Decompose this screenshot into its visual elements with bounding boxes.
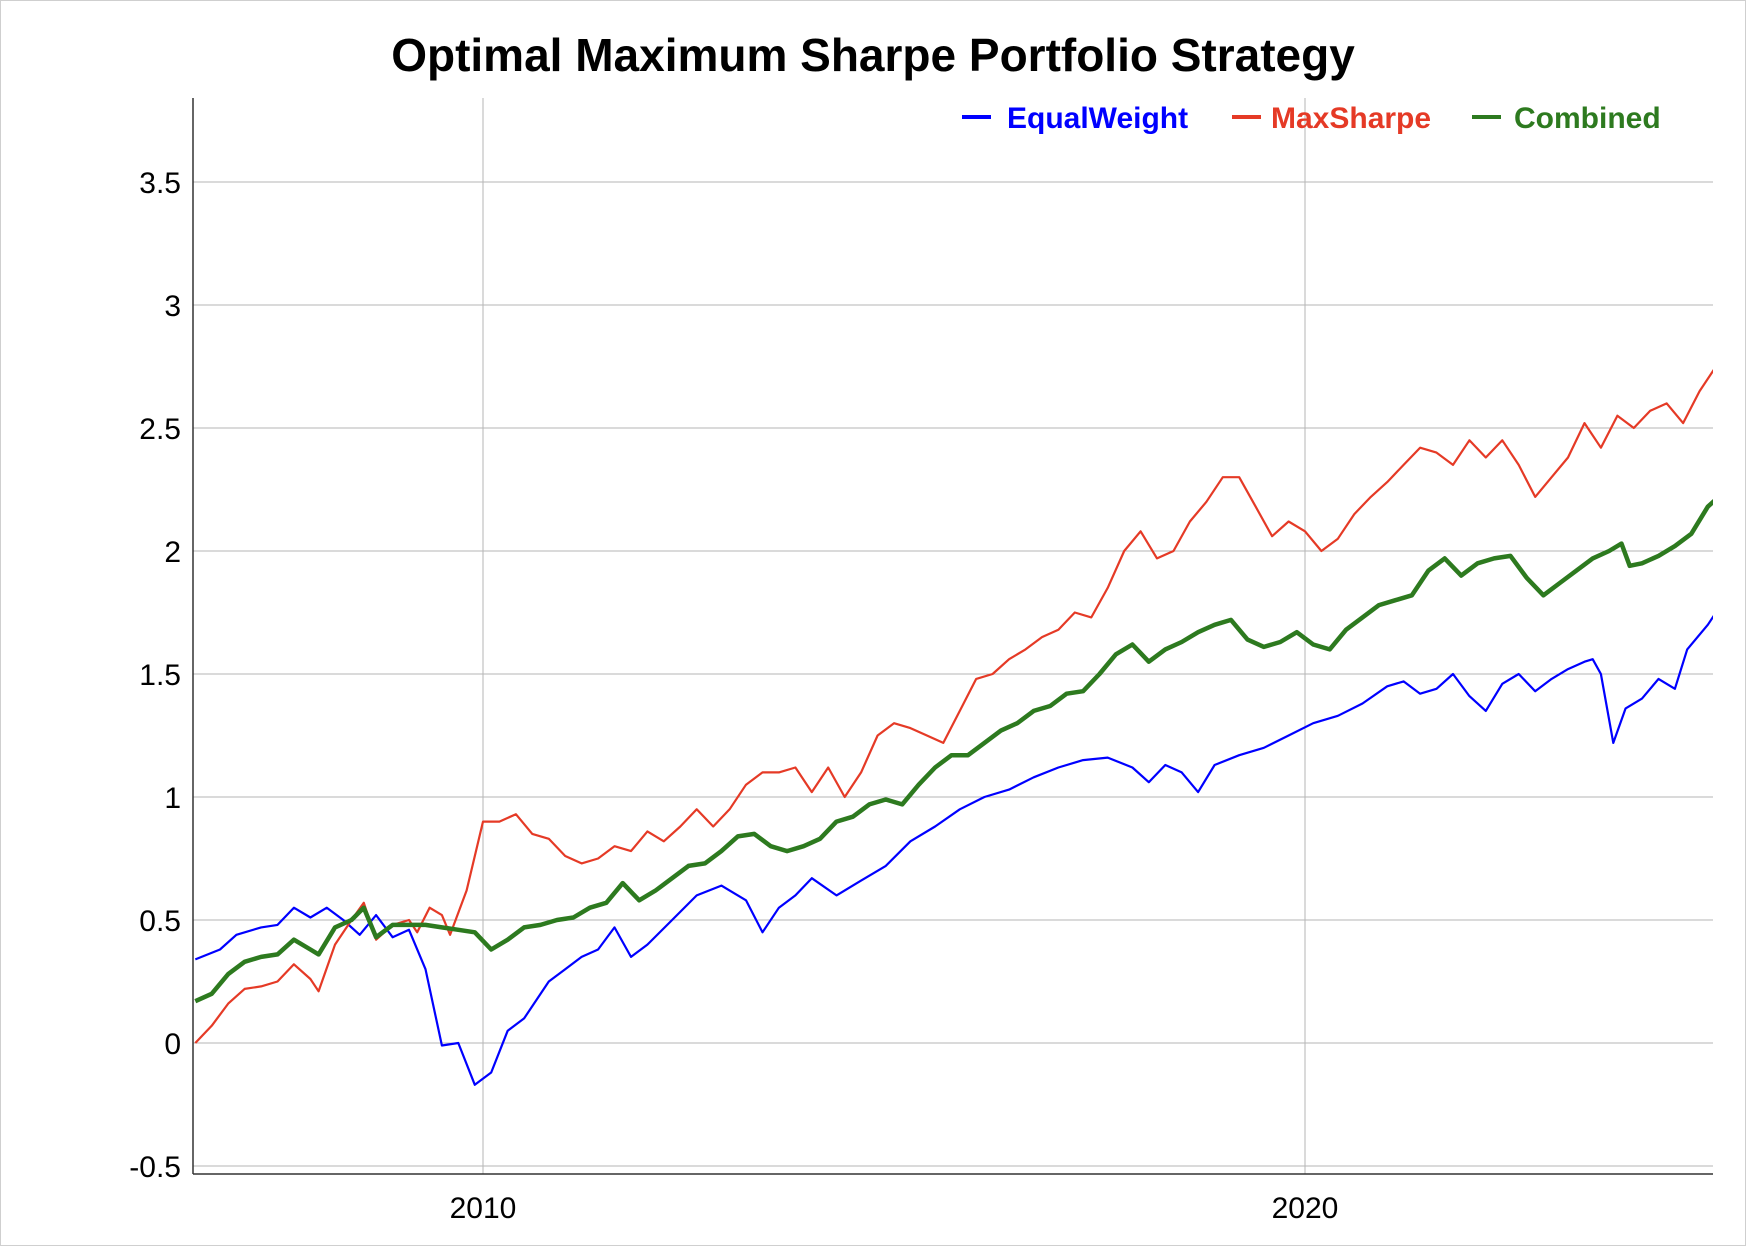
y-tick-label: 3 [164, 290, 181, 323]
series-line-combined [194, 499, 1713, 1004]
y-tick-label: 2 [164, 536, 181, 569]
y-tick-label: 0.5 [139, 905, 181, 938]
series-line-maxsharpe [194, 369, 1713, 1044]
legend-label-equalweight: EqualWeight [1007, 102, 1188, 135]
x-tick-label: 2020 [1272, 1192, 1339, 1225]
x-tick-label: 2010 [450, 1192, 517, 1225]
series-lines [194, 369, 1713, 1086]
legend-label-combined: Combined [1514, 102, 1661, 135]
y-tick-label: 2.5 [139, 413, 181, 446]
chart-title: Optimal Maximum Sharpe Portfolio Strateg… [391, 29, 1355, 81]
series-line-equalweight [194, 615, 1713, 1086]
axes: -0.5 0 0.5 1 1.5 2 2.5 3 3.5 2010 2020 [129, 98, 1713, 1225]
y-tick-label: 1.5 [139, 659, 181, 692]
y-tick-label: 1 [164, 782, 181, 815]
legend-label-maxsharpe: MaxSharpe [1271, 102, 1431, 135]
y-tick-label: 0 [164, 1028, 181, 1061]
legend: EqualWeight MaxSharpe Combined [962, 102, 1661, 135]
grid-lines [193, 98, 1713, 1174]
y-tick-label: 3.5 [139, 167, 181, 200]
y-tick-label: -0.5 [129, 1151, 181, 1184]
